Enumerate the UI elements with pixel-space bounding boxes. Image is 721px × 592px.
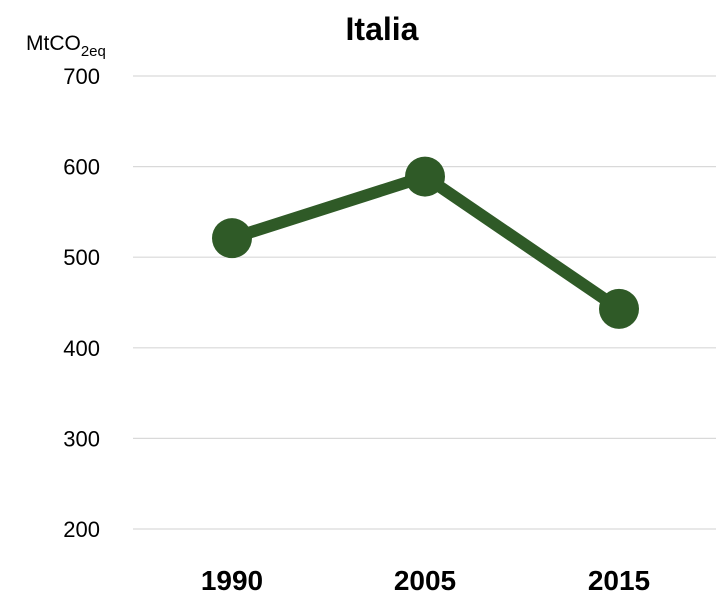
data-series [212, 156, 639, 329]
x-tick-label: 2005 [394, 565, 456, 592]
y-axis-ticks: 700 600 500 400 300 200 [63, 64, 100, 542]
y-axis-unit-main: MtCO [26, 32, 81, 55]
data-point-2015 [599, 288, 639, 329]
y-axis-unit-label: MtCO2eq [26, 32, 106, 60]
y-tick-label: 200 [63, 517, 100, 542]
y-axis-unit-subscript: 2eq [81, 43, 106, 60]
y-tick-label: 300 [63, 426, 100, 451]
data-point-1990 [212, 218, 252, 259]
y-tick-label: 500 [63, 245, 100, 270]
x-tick-label: 1990 [201, 565, 263, 592]
x-axis-ticks: 1990 2005 2015 [201, 565, 650, 592]
x-tick-label: 2015 [588, 565, 650, 592]
y-tick-label: 700 [63, 64, 100, 89]
chart-title: Italia [346, 11, 419, 47]
y-tick-label: 400 [63, 336, 100, 361]
y-tick-label: 600 [63, 155, 100, 180]
data-point-2005 [405, 156, 445, 197]
